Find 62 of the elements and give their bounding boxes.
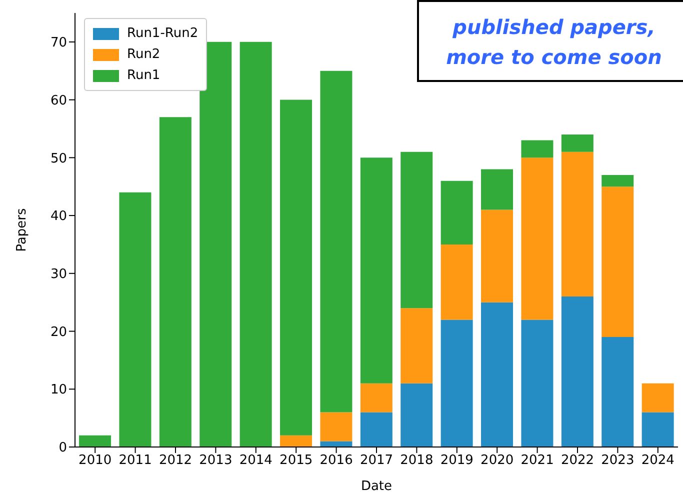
x-axis-title: Date [360,479,392,494]
bar [400,152,433,308]
y-tick-label: 0 [58,440,67,456]
x-tick-label: 2011 [118,453,152,468]
y-tick-label: 20 [50,324,67,340]
bar [159,117,192,447]
x-tick-label: 2023 [601,453,634,468]
x-tick-label: 2024 [641,453,674,468]
bar [280,435,312,447]
y-tick-label: 50 [50,151,67,166]
y-tick-label: 60 [50,93,67,108]
x-tick-label: 2018 [400,453,434,468]
bar [561,296,594,447]
bar [521,320,554,447]
x-tick-label: 2017 [360,453,394,468]
bar [642,383,674,412]
bar [642,412,674,447]
x-tick-label: 2014 [239,453,272,468]
bar [280,100,312,436]
y-tick-label: 40 [50,209,67,224]
bar [521,140,554,158]
bar [400,383,433,447]
legend-label: Run2 [127,47,160,62]
bar [440,244,473,320]
x-tick-label: 2022 [560,453,594,468]
bar [320,441,352,447]
x-tick-label: 2012 [158,453,192,468]
bar [602,175,634,187]
bar [481,302,514,447]
bar [481,169,514,210]
bar [360,412,392,447]
bar [79,435,112,447]
x-tick-label: 2016 [320,453,353,468]
bar [240,42,272,447]
bar [119,192,152,447]
legend-label: Run1 [127,68,160,83]
legend-label: Run1-Run2 [127,26,198,41]
bar [200,42,232,447]
x-tick-label: 2019 [440,453,474,468]
x-tick-label: 2021 [520,453,554,468]
x-tick-label: 2015 [280,453,313,468]
x-tick-label: 2013 [199,453,232,468]
bar [602,337,634,447]
bar [320,412,352,442]
y-axis-title: Papers [14,208,30,252]
bar [440,180,473,244]
bar [360,383,392,412]
bar [602,186,634,338]
bar [561,134,594,152]
bar [400,308,433,384]
x-tick-label: 2020 [480,453,514,468]
bar [320,70,352,412]
y-tick-label: 10 [50,382,67,398]
bar [521,158,554,320]
bar [440,320,473,447]
x-tick-label: 2010 [78,453,112,468]
y-tick-label: 30 [50,267,67,282]
bar [561,152,594,297]
bar [481,210,514,302]
y-tick-label: 70 [50,36,67,51]
bar [360,158,392,384]
annotation: published papers, more to come soon [417,0,683,82]
